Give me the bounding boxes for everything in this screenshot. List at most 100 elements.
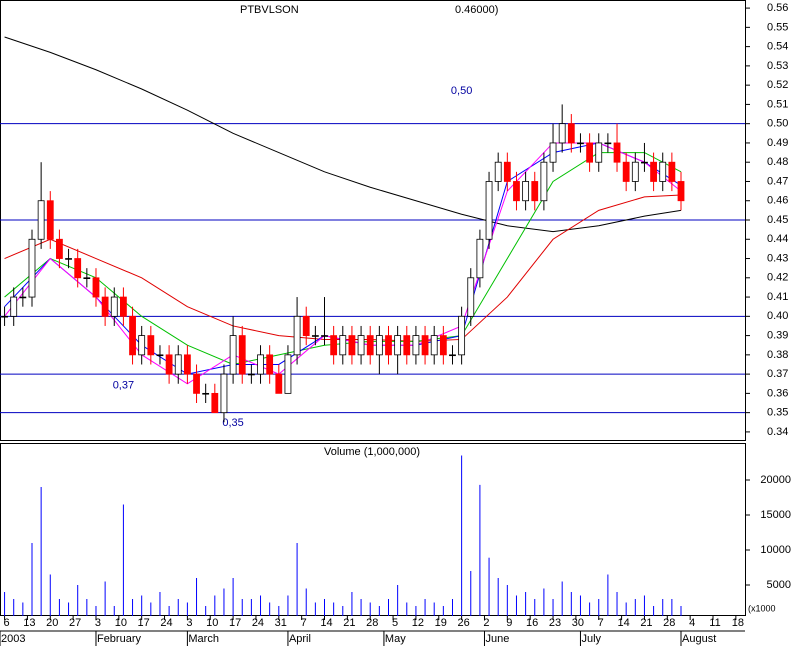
x-tick-label: 14 xyxy=(617,617,629,629)
candle-body xyxy=(449,354,456,357)
x-tick-label: 2 xyxy=(483,617,489,629)
y-tick-label: 0.43 xyxy=(767,252,788,264)
y-tick-label: 0.41 xyxy=(767,291,788,303)
y-tick-label: 0.56 xyxy=(767,2,788,14)
chart-title: PTBVLSON xyxy=(240,4,299,16)
y-tick-label: 0.44 xyxy=(767,233,788,245)
x-tick-label: 16 xyxy=(526,617,538,629)
x-tick-label: 31 xyxy=(275,617,287,629)
candle-body xyxy=(631,161,639,182)
x-tick-label: 10 xyxy=(115,617,127,629)
y-tick-label: 0.55 xyxy=(767,21,788,33)
candle-body xyxy=(193,373,200,394)
candle-body xyxy=(28,238,36,298)
candle-body xyxy=(330,335,338,356)
candle-body xyxy=(668,161,676,182)
x-tick-label: 23 xyxy=(549,617,561,629)
y-tick-label: 0.47 xyxy=(767,175,788,187)
month-label: 2003 xyxy=(1,633,25,645)
x-tick-label: 28 xyxy=(366,617,378,629)
last-value: 0.46000) xyxy=(455,4,498,16)
candle-body xyxy=(641,161,648,164)
candle-body xyxy=(110,296,118,317)
x-tick-label: 7 xyxy=(301,617,307,629)
candle-body xyxy=(156,354,164,357)
candle-body xyxy=(394,335,402,356)
candle-body xyxy=(220,373,228,414)
candle-body xyxy=(183,354,191,375)
candle-body xyxy=(366,335,374,356)
y-tick-label: 0.35 xyxy=(767,407,788,419)
candle-body xyxy=(659,161,667,182)
y-tick-label: 0.54 xyxy=(767,41,788,53)
x-tick-label: 12 xyxy=(412,617,424,629)
candle-body xyxy=(412,335,420,356)
annotation: 0,37 xyxy=(113,380,134,392)
x-tick-label: 17 xyxy=(138,617,150,629)
candle-body xyxy=(275,373,283,394)
x-tick-label: 18 xyxy=(732,617,744,629)
x-tick-label: 24 xyxy=(160,617,172,629)
y-tick-label: 0.39 xyxy=(767,329,788,341)
candle-body xyxy=(549,142,557,163)
x-tick-label: 28 xyxy=(663,617,675,629)
candle-body xyxy=(613,142,621,163)
candle-body xyxy=(120,296,127,317)
candle-body xyxy=(622,161,630,182)
y-tick-label: 0.51 xyxy=(767,98,788,110)
candle-body xyxy=(375,335,383,356)
candle-body xyxy=(92,277,100,298)
candle-body xyxy=(321,335,328,337)
candle-body xyxy=(229,335,237,375)
candle-body xyxy=(567,123,575,144)
volume-title: Volume (1,000,000) xyxy=(324,446,420,458)
x-tick-label: 6 xyxy=(4,617,10,629)
candle-body xyxy=(83,277,91,279)
candle-body xyxy=(74,258,82,279)
candle-body xyxy=(577,142,584,145)
volume-unit: (x1000 xyxy=(748,603,776,613)
volume-tick-label: 15000 xyxy=(760,509,791,521)
moving-average xyxy=(4,194,682,342)
candle-body xyxy=(403,335,411,356)
candle-body xyxy=(174,354,182,375)
x-tick-label: 14 xyxy=(320,617,332,629)
candle-body xyxy=(311,335,319,337)
candle-body xyxy=(385,335,392,356)
month-label: July xyxy=(581,633,601,645)
x-tick-label: 5 xyxy=(392,617,398,629)
y-tick-label: 0.34 xyxy=(767,426,788,438)
candle-body xyxy=(211,392,219,414)
y-tick-label: 0.53 xyxy=(767,60,788,72)
candle-body xyxy=(37,200,45,240)
x-tick-label: 19 xyxy=(435,617,447,629)
x-tick-label: 21 xyxy=(640,617,652,629)
candle-body xyxy=(476,238,484,279)
annotation: 0,50 xyxy=(451,85,472,97)
candle-body xyxy=(503,161,511,182)
candle-body xyxy=(348,335,356,356)
candle-body xyxy=(202,392,210,395)
x-tick-label: 3 xyxy=(186,617,192,629)
volume-tick-label: 5000 xyxy=(767,579,791,591)
candle-body xyxy=(458,315,466,356)
candle-body xyxy=(293,315,301,356)
y-tick-label: 0.40 xyxy=(767,310,788,322)
candle-body xyxy=(10,296,18,317)
x-tick-label: 27 xyxy=(69,617,81,629)
candle-body xyxy=(421,335,429,356)
candle-body xyxy=(485,181,493,240)
candle-body xyxy=(339,335,347,356)
x-tick-label: 4 xyxy=(689,617,695,629)
candle-body xyxy=(604,142,612,145)
x-tick-label: 21 xyxy=(343,617,355,629)
y-tick-label: 0.46 xyxy=(767,195,788,207)
x-tick-label: 13 xyxy=(23,617,35,629)
candle-body xyxy=(101,296,109,317)
moving-average xyxy=(4,152,682,366)
candle-body xyxy=(19,296,27,299)
month-label: February xyxy=(97,633,142,645)
y-tick-label: 0.50 xyxy=(767,118,788,130)
candle-body xyxy=(138,335,146,356)
candle-body xyxy=(558,123,566,144)
